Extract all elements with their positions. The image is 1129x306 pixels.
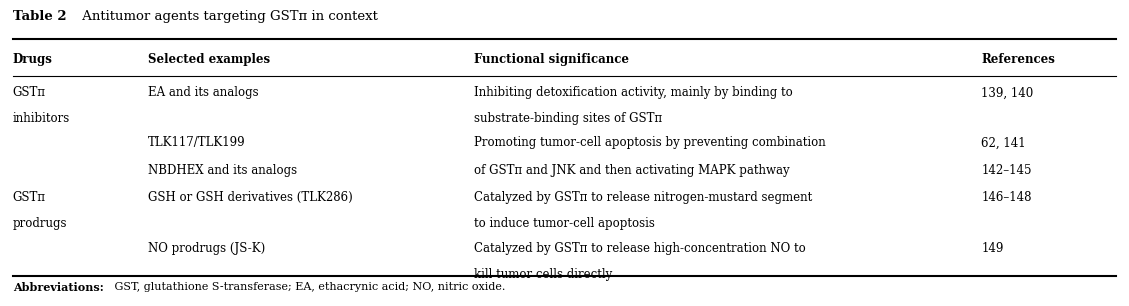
Text: Inhibiting detoxification activity, mainly by binding to: Inhibiting detoxification activity, main… [474, 86, 794, 99]
Text: Table 2: Table 2 [12, 10, 67, 24]
Text: 139, 140: 139, 140 [981, 86, 1033, 99]
Text: kill tumor cells directly: kill tumor cells directly [474, 268, 613, 281]
Text: 62, 141: 62, 141 [981, 136, 1026, 149]
Text: Promoting tumor-cell apoptosis by preventing combination: Promoting tumor-cell apoptosis by preven… [474, 136, 826, 149]
Text: GSH or GSH derivatives (TLK286): GSH or GSH derivatives (TLK286) [148, 191, 352, 204]
Text: Abbreviations:: Abbreviations: [12, 282, 104, 293]
Text: GST, glutathione S-transferase; EA, ethacrynic acid; NO, nitric oxide.: GST, glutathione S-transferase; EA, etha… [111, 282, 505, 292]
Text: Functional significance: Functional significance [474, 53, 629, 66]
Text: Catalyzed by GSTπ to release high-concentration NO to: Catalyzed by GSTπ to release high-concen… [474, 242, 806, 256]
Text: TLK117/TLK199: TLK117/TLK199 [148, 136, 245, 149]
Text: NBDHEX and its analogs: NBDHEX and its analogs [148, 164, 297, 177]
Text: Catalyzed by GSTπ to release nitrogen-mustard segment: Catalyzed by GSTπ to release nitrogen-mu… [474, 191, 813, 204]
Text: Antitumor agents targeting GSTπ in context: Antitumor agents targeting GSTπ in conte… [78, 10, 378, 24]
Text: prodrugs: prodrugs [12, 217, 67, 230]
Text: to induce tumor-cell apoptosis: to induce tumor-cell apoptosis [474, 217, 655, 230]
Text: substrate-binding sites of GSTπ: substrate-binding sites of GSTπ [474, 112, 663, 125]
Text: GSTπ: GSTπ [12, 86, 45, 99]
Text: 142–145: 142–145 [981, 164, 1032, 177]
Text: 149: 149 [981, 242, 1004, 256]
Text: References: References [981, 53, 1056, 66]
Text: EA and its analogs: EA and its analogs [148, 86, 259, 99]
Text: GSTπ: GSTπ [12, 191, 45, 204]
Text: Selected examples: Selected examples [148, 53, 270, 66]
Text: NO prodrugs (JS-K): NO prodrugs (JS-K) [148, 242, 265, 256]
Text: Drugs: Drugs [12, 53, 53, 66]
Text: 146–148: 146–148 [981, 191, 1032, 204]
Text: of GSTπ and JNK and then activating MAPK pathway: of GSTπ and JNK and then activating MAPK… [474, 164, 790, 177]
Text: inhibitors: inhibitors [12, 112, 70, 125]
